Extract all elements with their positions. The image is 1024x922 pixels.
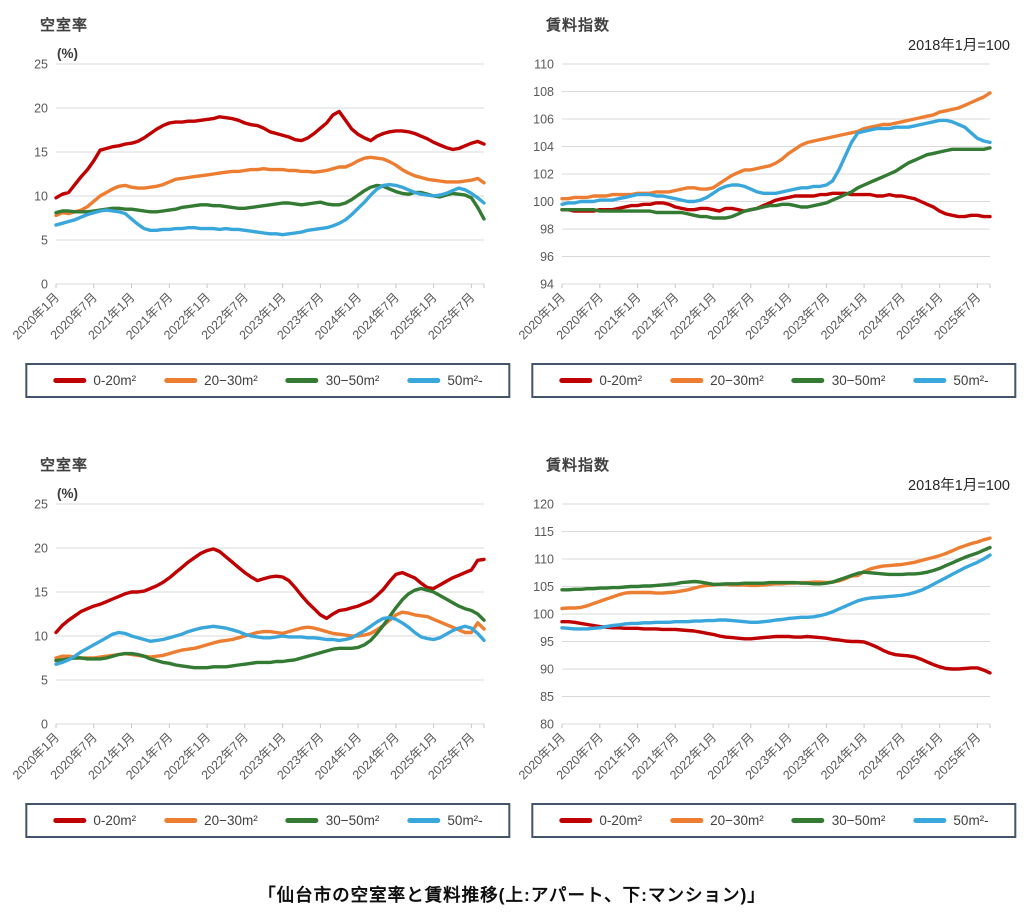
legend-label: 20−30m² <box>710 373 764 388</box>
legend-line-swatch <box>53 378 87 383</box>
svg-text:100: 100 <box>533 608 554 622</box>
legend-label: 0-20m² <box>93 373 137 388</box>
svg-text:104: 104 <box>533 140 554 154</box>
chart-title: 賃料指数 <box>546 457 611 474</box>
svg-text:5: 5 <box>41 234 48 248</box>
svg-text:110: 110 <box>534 58 554 72</box>
svg-text:80: 80 <box>540 718 554 732</box>
svg-text:120: 120 <box>533 498 554 512</box>
svg-text:25: 25 <box>34 58 48 72</box>
legend-line-swatch <box>913 378 947 383</box>
legend-line-swatch <box>791 818 825 823</box>
svg-text:98: 98 <box>540 223 554 237</box>
legend-line-swatch <box>670 378 704 383</box>
legend-label: 0-20m² <box>599 373 643 388</box>
chart-title: 賃料指数 <box>546 17 611 34</box>
mansion-vacancy-panel: 空室率 0 5 10 15 20 25 2020年1月 2020年7月 2021年1月 2021年… <box>10 446 518 886</box>
svg-text:5: 5 <box>41 674 48 688</box>
legend-label: 30−50m² <box>831 813 886 828</box>
legend-label: 20−30m² <box>204 373 258 388</box>
legend-label: 50m²- <box>447 813 483 828</box>
svg-text:20: 20 <box>34 542 48 556</box>
svg-text:102: 102 <box>533 168 554 182</box>
svg-text:0: 0 <box>41 718 48 732</box>
svg-text:94: 94 <box>540 278 554 292</box>
legend-line-swatch <box>791 378 825 383</box>
legend-line-swatch <box>53 818 87 823</box>
svg-text:100: 100 <box>533 195 554 209</box>
svg-text:15: 15 <box>34 146 48 160</box>
legend-line-swatch <box>285 818 319 823</box>
legend: 0-20m² 20−30m² 30−50m² 50m²- <box>25 803 511 838</box>
svg-text:10: 10 <box>34 630 48 644</box>
mansion-vacancy-chart: 05101520252020年1月2020年7月2021年1月2021年7月20… <box>10 486 486 782</box>
legend-line-swatch <box>670 818 704 823</box>
apartment-vacancy-panel: 空室率 0 5 10 15 20 25 2020年1月 2020年7月 2021年1月 2021年… <box>10 6 518 446</box>
svg-text:20: 20 <box>34 102 48 116</box>
legend-label: 50m²- <box>447 373 483 388</box>
svg-text:85: 85 <box>540 690 554 704</box>
chart-subtitle: 2018年1月=100 <box>908 38 1010 54</box>
chart-title: 空室率 <box>40 457 89 474</box>
legend-label: 30−50m² <box>325 373 380 388</box>
legend: 0-20m² 20−30m² 30−50m² 50m²- <box>531 363 1017 398</box>
mansion-rent-index-panel: 賃料指数 2018年1月=100 80 85 90 95 100 105 110 115 120… <box>516 446 1024 886</box>
svg-text:96: 96 <box>540 250 554 264</box>
svg-text:95: 95 <box>540 635 554 649</box>
svg-text:25: 25 <box>34 498 48 512</box>
legend-label: 20−30m² <box>710 813 764 828</box>
svg-text:10: 10 <box>34 190 48 204</box>
chart-subtitle: 2018年1月=100 <box>908 478 1010 494</box>
legend: 0-20m² 20−30m² 30−50m² 50m²- <box>531 803 1017 838</box>
svg-text:115: 115 <box>534 525 554 539</box>
legend: 0-20m² 20−30m² 30−50m² 50m²- <box>25 363 511 398</box>
legend-line-swatch <box>164 818 198 823</box>
legend-label: 0-20m² <box>93 813 137 828</box>
legend-label: 50m²- <box>953 813 989 828</box>
chart-title: 空室率 <box>40 17 89 34</box>
svg-text:105: 105 <box>533 580 554 594</box>
svg-text:(%): (%) <box>57 46 78 61</box>
legend-line-swatch <box>559 378 593 383</box>
svg-text:90: 90 <box>540 663 554 677</box>
legend-label: 30−50m² <box>325 813 380 828</box>
legend-line-swatch <box>285 378 319 383</box>
legend-line-swatch <box>164 378 198 383</box>
legend-line-swatch <box>407 818 441 823</box>
legend-label: 0-20m² <box>599 813 643 828</box>
apartment-rent-index-panel: 賃料指数 2018年1月=100 94 96 98 100 102 104 106 108 11… <box>516 6 1024 446</box>
mansion-rent-index-chart: 808590951001051101151202020年1月2020年7月202… <box>516 498 992 782</box>
apartment-rent-index-chart: 9496981001021041061081102020年1月2020年7月20… <box>516 58 992 342</box>
svg-text:(%): (%) <box>57 486 78 501</box>
legend-label: 50m²- <box>953 373 989 388</box>
legend-line-swatch <box>407 378 441 383</box>
svg-text:0: 0 <box>41 278 48 292</box>
legend-line-swatch <box>559 818 593 823</box>
svg-text:15: 15 <box>34 586 48 600</box>
figure-caption: 「仙台市の空室率と賃料推移(上:アパート、下:マンション)」 <box>258 885 766 905</box>
svg-text:110: 110 <box>534 553 554 567</box>
svg-text:106: 106 <box>533 113 554 127</box>
apartment-vacancy-chart: 05101520252020年1月2020年7月2021年1月2021年7月20… <box>10 46 486 342</box>
legend-line-swatch <box>913 818 947 823</box>
svg-text:108: 108 <box>533 85 554 99</box>
legend-label: 30−50m² <box>831 373 886 388</box>
legend-label: 20−30m² <box>204 813 258 828</box>
